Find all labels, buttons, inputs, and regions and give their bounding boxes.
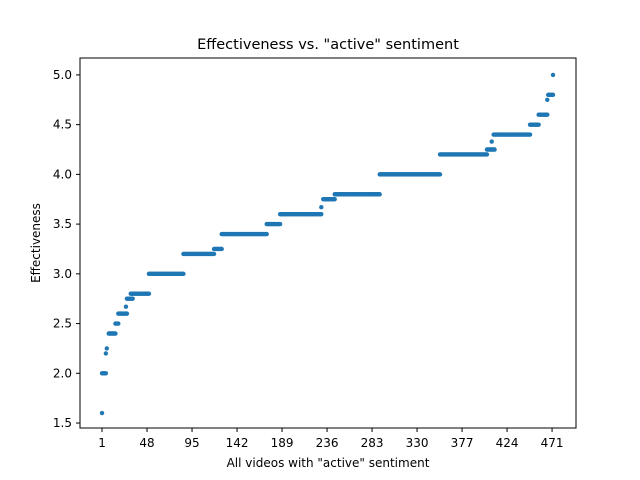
y-tick-label: 4.0 xyxy=(53,167,72,181)
x-tick-label: 330 xyxy=(406,436,429,450)
data-point xyxy=(484,152,490,157)
x-tick-label: 283 xyxy=(361,436,384,450)
point-run xyxy=(277,211,324,217)
data-point xyxy=(319,204,324,210)
point-run xyxy=(332,192,382,197)
y-axis-label: Effectiveness xyxy=(29,203,43,283)
point-run xyxy=(545,97,550,102)
point-run xyxy=(181,251,217,257)
point-run xyxy=(491,132,533,137)
point-run xyxy=(550,72,556,78)
point-run xyxy=(536,112,550,117)
data-point xyxy=(545,97,550,102)
data-point xyxy=(99,410,105,416)
x-tick-label: 377 xyxy=(451,436,474,450)
point-run xyxy=(99,371,109,376)
data-point xyxy=(219,246,224,252)
data-point xyxy=(113,331,118,336)
data-point xyxy=(377,192,382,197)
data-point xyxy=(332,197,337,202)
point-run xyxy=(546,92,556,98)
x-tick-label: 236 xyxy=(316,436,339,450)
point-run xyxy=(211,246,224,252)
x-axis-label: All videos with "active" sentiment xyxy=(227,456,430,470)
data-point xyxy=(536,122,541,127)
data-points xyxy=(99,72,556,416)
point-run xyxy=(103,351,109,356)
y-tick-label: 4.5 xyxy=(53,118,72,132)
data-point xyxy=(545,112,550,117)
data-point xyxy=(550,72,556,78)
data-point xyxy=(264,231,269,237)
point-run xyxy=(113,321,121,326)
data-point xyxy=(277,221,283,227)
data-point xyxy=(492,147,497,152)
x-tick-label: 142 xyxy=(226,436,249,450)
y-tick-label: 5.0 xyxy=(53,68,72,82)
point-run xyxy=(264,221,283,227)
data-point xyxy=(116,321,121,326)
data-point xyxy=(181,271,186,277)
data-point xyxy=(104,346,110,351)
chart-title: Effectiveness vs. "active" sentiment xyxy=(197,37,459,53)
plot-frame xyxy=(79,57,577,429)
data-point xyxy=(103,351,109,356)
x-tick-label: 189 xyxy=(271,436,294,450)
point-run xyxy=(146,271,186,277)
point-run xyxy=(321,197,337,202)
point-run xyxy=(124,296,135,301)
y-tick-label: 3.0 xyxy=(53,267,72,281)
point-run xyxy=(219,231,269,237)
data-point xyxy=(146,291,152,296)
y-tick-label: 1.5 xyxy=(53,416,72,430)
data-point xyxy=(123,304,129,309)
y-tick-label: 2.5 xyxy=(53,317,72,331)
data-point xyxy=(550,92,556,98)
x-tick-label: 95 xyxy=(184,436,199,450)
data-point xyxy=(124,311,130,316)
data-point xyxy=(437,172,443,177)
point-run xyxy=(128,291,152,296)
point-run xyxy=(319,204,324,210)
point-run xyxy=(99,410,105,416)
point-run xyxy=(116,311,130,316)
data-point xyxy=(103,371,109,376)
data-point xyxy=(211,251,217,257)
y-tick-label: 2.0 xyxy=(53,366,72,380)
x-tick-label: 48 xyxy=(139,436,154,450)
point-run xyxy=(123,304,129,309)
x-tick-label: 1 xyxy=(98,436,106,450)
y-axis-ticks: 1.5 2.0 2.5 3.0 3.5 4.0 4.5 5.0 xyxy=(53,68,80,430)
y-tick-label: 3.5 xyxy=(53,217,72,231)
point-run xyxy=(104,346,110,351)
point-run xyxy=(527,122,541,127)
x-tick-label: 424 xyxy=(496,436,519,450)
point-run xyxy=(484,147,497,152)
point-run xyxy=(437,152,490,157)
x-axis-ticks: 1 48 95 142 189 236 283 330 377 424 471 xyxy=(98,428,564,450)
data-point xyxy=(130,296,135,301)
data-point xyxy=(489,139,494,144)
x-tick-label: 471 xyxy=(541,436,564,450)
point-run xyxy=(377,172,443,177)
data-point xyxy=(527,132,533,137)
point-run xyxy=(489,139,494,144)
data-point xyxy=(319,211,324,217)
point-run xyxy=(106,331,118,336)
